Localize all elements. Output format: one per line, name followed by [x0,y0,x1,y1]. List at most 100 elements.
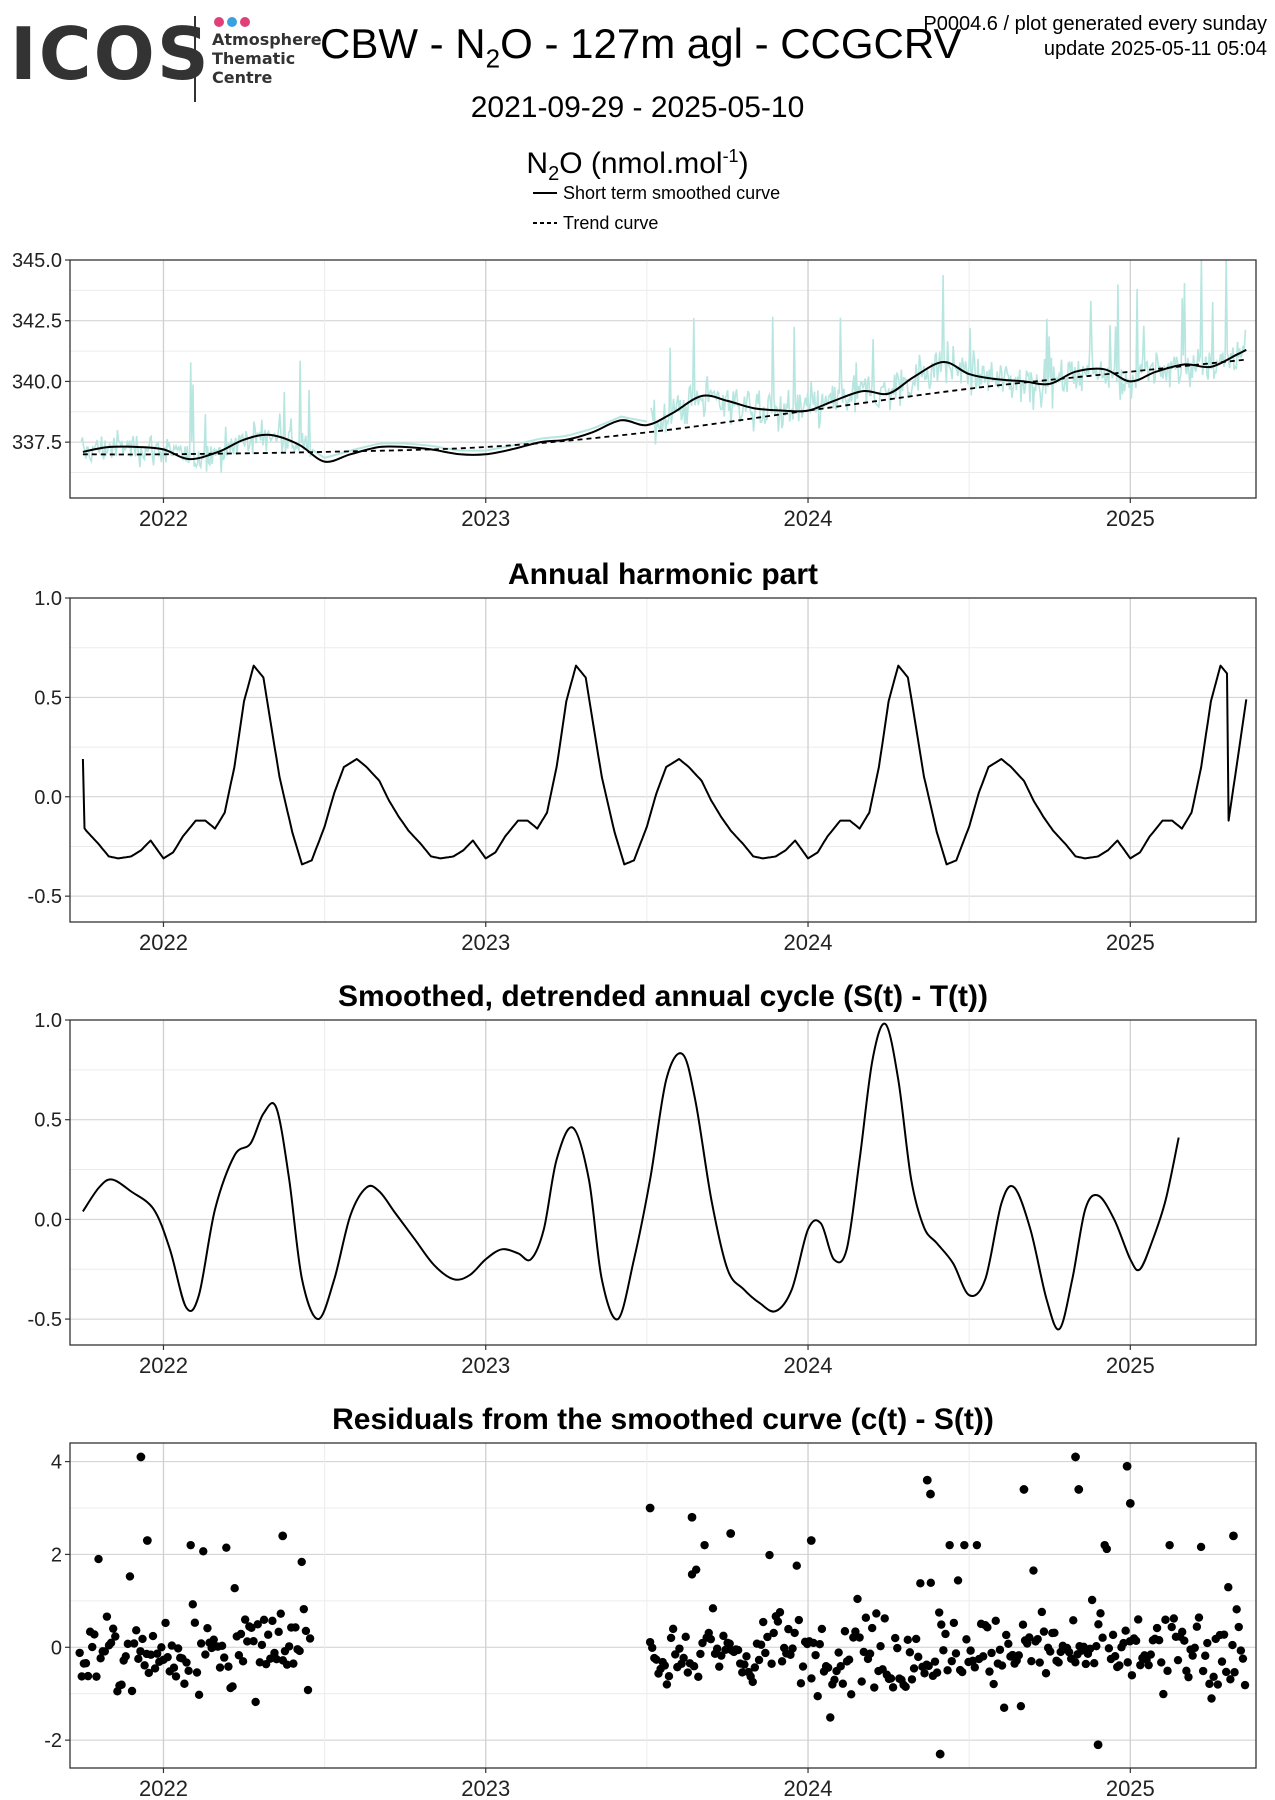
residual-point [648,1643,657,1652]
residual-point [90,1630,99,1639]
residual-point [1157,1658,1166,1667]
residual-point [891,1633,900,1643]
unit-label: N2O (nmol.mol-1) [526,146,749,185]
x-tick-label: 2025 [1106,930,1155,955]
residual-point [1098,1633,1107,1642]
residual-point [1046,1647,1055,1656]
residual-point [958,1667,967,1677]
residual-point [668,1624,678,1634]
residual-point [987,1648,996,1658]
residual-point [1027,1656,1036,1666]
residual-point [303,1685,313,1695]
residual-point [1090,1658,1099,1668]
plot-area [80,260,1247,473]
residual-point [792,1561,801,1570]
residual-point [809,1638,818,1648]
residual-point [102,1612,112,1621]
residual-point [916,1579,925,1588]
meta-line-1: P0004.6 / plot generated every sunday [923,13,1267,35]
panel-title: Residuals from the smoothed curve (c(t) … [332,1403,994,1436]
residual-point [941,1629,950,1639]
residual-point [1180,1636,1189,1645]
residual-point [1213,1680,1223,1689]
residual-point [880,1614,889,1623]
residual-point [1033,1634,1042,1644]
residual-point [284,1642,294,1651]
x-tick-label: 2024 [784,1353,833,1378]
residual-outlier-point [645,1503,655,1513]
residual-point [1136,1660,1145,1670]
y-tick-label: 337.5 [12,432,62,454]
residual-point [1230,1668,1239,1677]
residual-point [240,1615,250,1624]
residual-point [960,1540,969,1550]
residual-point [830,1675,839,1685]
residual-outlier-point [1125,1498,1135,1508]
residual-point [1002,1630,1011,1640]
residual-point [947,1656,956,1666]
residual-point [238,1657,248,1666]
panel-border [69,1442,1257,1769]
residual-point [1131,1636,1141,1645]
x-tick-label: 2023 [461,930,510,955]
residual-point [886,1674,896,1683]
residual-point [136,1647,145,1656]
residual-point [983,1623,992,1632]
residual-point [683,1668,693,1677]
residual-point [1161,1615,1170,1624]
residual-point [706,1634,716,1644]
residual-point [777,1657,787,1666]
y-tick-label: 342.5 [12,311,62,333]
panel-border [69,597,1257,923]
residual-point [1205,1679,1214,1689]
residual-point [664,1672,674,1681]
y-tick-label: 1.0 [34,1010,62,1032]
residual-point [1085,1644,1095,1654]
residual-point [951,1649,961,1658]
y-tick-label: -2 [44,1730,62,1752]
residual-point [297,1557,306,1567]
harmonic-curve [81,664,1248,866]
residual-point [966,1646,975,1655]
y-tick-label: 0.0 [34,1209,62,1231]
meta-line-2: update 2025-05-11 05:04 [1043,38,1267,60]
residual-point [696,1649,705,1659]
legend-item-trend: Trend curve [533,208,780,238]
residual-point [1041,1669,1051,1678]
residual-point [1217,1657,1227,1666]
residual-point [167,1641,177,1650]
residual-point [857,1677,866,1686]
logo-dots-icon [214,14,253,32]
residual-point [926,1578,936,1588]
x-tick-label: 2022 [139,1353,188,1378]
residual-point [823,1663,833,1672]
y-tick-label: 345.0 [12,250,62,272]
residual-outlier-point [142,1536,152,1545]
residual-point [220,1653,229,1662]
residual-point [660,1661,669,1670]
residual-point [1194,1613,1204,1622]
residual-point [1169,1614,1179,1623]
residual-point [754,1655,764,1665]
y-tick-label: -0.5 [28,886,62,908]
residual-point [865,1649,875,1658]
residual-point [182,1658,191,1667]
raw-observation-line [311,415,648,459]
residual-point [1219,1630,1229,1639]
residual-point [75,1648,84,1658]
residual-point [811,1650,820,1660]
residual-outlier-point [1229,1531,1238,1541]
residual-point [209,1635,218,1644]
residual-point [945,1540,954,1550]
residual-point [1069,1616,1078,1625]
residual-point [715,1662,724,1671]
x-tick-label: 2022 [139,506,188,531]
residual-point [888,1683,898,1692]
residual-point [796,1679,806,1688]
residual-point [1238,1654,1248,1663]
residual-point [96,1654,105,1663]
residual-point [798,1662,808,1671]
residual-point [679,1653,688,1663]
residual-point [717,1651,726,1660]
residual-point [83,1671,93,1681]
